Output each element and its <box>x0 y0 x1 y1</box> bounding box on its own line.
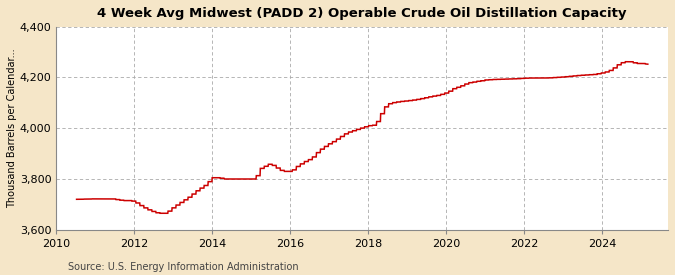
Title: 4 Week Avg Midwest (PADD 2) Operable Crude Oil Distillation Capacity: 4 Week Avg Midwest (PADD 2) Operable Cru… <box>97 7 627 20</box>
Text: Source: U.S. Energy Information Administration: Source: U.S. Energy Information Administ… <box>68 262 298 272</box>
Y-axis label: Thousand Barrels per Calendar...: Thousand Barrels per Calendar... <box>7 48 17 208</box>
